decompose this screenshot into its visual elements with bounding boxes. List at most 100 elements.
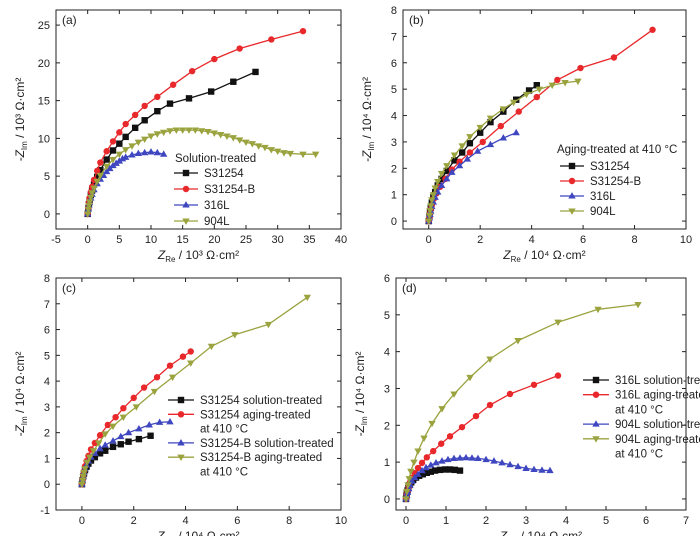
legend-label: at 410 °C [615, 449, 663, 461]
data-point [86, 454, 94, 461]
series-s31254 [425, 81, 540, 225]
data-point [548, 82, 556, 90]
x-tick-label: 3 [523, 515, 529, 527]
data-point [538, 466, 546, 473]
data-point [93, 178, 101, 186]
data-point [280, 150, 288, 157]
data-point [84, 206, 92, 214]
data-point [207, 343, 216, 351]
data-point [311, 151, 320, 159]
x-tick-label: 25 [240, 234, 252, 246]
data-point [96, 172, 105, 180]
data-point [191, 127, 200, 134]
data-point [610, 54, 618, 61]
data-point [530, 381, 538, 388]
data-point [103, 156, 110, 163]
data-point [252, 68, 259, 76]
legend-marker [177, 396, 185, 404]
x-axis-label: ZRe / 10⁴ Ω·cm² [499, 529, 582, 536]
y-tick-label: 25 [38, 20, 50, 32]
y-tick-label: 4 [391, 111, 397, 123]
data-point [434, 178, 442, 186]
data-point [486, 401, 494, 409]
data-point [112, 414, 119, 421]
data-point [115, 151, 124, 159]
legend-label: 904L aging-treated [615, 434, 700, 446]
data-point [155, 418, 164, 425]
legend-label: S31254 [590, 161, 630, 173]
data-point [109, 437, 117, 444]
data-point [479, 138, 486, 146]
x-axis-label: ZRe / 10⁴ Ω·cm² [156, 529, 239, 536]
data-point [153, 374, 161, 381]
y-tick-label: 2 [391, 163, 397, 175]
data-point [535, 86, 544, 93]
legend-marker [177, 454, 185, 462]
data-point [506, 460, 514, 468]
data-point [141, 117, 148, 124]
y-tick-label: 0 [44, 479, 50, 491]
x-tick-label: 10 [680, 234, 692, 246]
data-point [438, 457, 446, 464]
data-point [159, 129, 168, 137]
data-point [223, 133, 231, 140]
data-point [166, 128, 174, 135]
x-tick-label: 0 [79, 515, 85, 527]
x-tick-label: 20 [208, 234, 220, 246]
data-point [455, 161, 464, 169]
data-point [102, 163, 111, 171]
data-point [402, 496, 410, 503]
data-point [404, 482, 412, 489]
panel-annotation: Aging-treated at 410 °C [557, 144, 677, 156]
series-904l-solution-treated [402, 453, 554, 502]
data-point [264, 321, 273, 329]
y-tick-label: 8 [44, 273, 50, 285]
data-point [135, 435, 143, 443]
data-point [437, 171, 446, 178]
legend-label: S31254 aging-treated [200, 409, 311, 421]
data-point [594, 306, 602, 314]
data-point [431, 185, 439, 192]
x-tick-label: 2 [483, 515, 489, 527]
data-point [96, 444, 104, 452]
data-point [150, 388, 159, 396]
data-point [147, 148, 155, 155]
data-point [514, 462, 522, 470]
x-tick-label: 8 [631, 234, 637, 246]
data-point [78, 481, 86, 489]
data-point [418, 459, 426, 467]
legend: 316L solution-treated 316L aging-treated a… [583, 375, 700, 461]
data-point [236, 45, 243, 52]
data-point [109, 423, 117, 431]
data-point [403, 489, 411, 496]
x-tick-label: 40 [335, 234, 347, 246]
data-point [121, 153, 130, 160]
data-point [530, 465, 538, 473]
y-tick-label: 10 [38, 133, 50, 145]
data-point [522, 91, 531, 99]
x-tick-label: 30 [272, 234, 284, 246]
x-tick-label: 5 [603, 515, 609, 527]
data-point [230, 78, 237, 85]
data-point [153, 148, 162, 156]
data-point [444, 455, 452, 463]
data-point [117, 441, 124, 448]
legend-label: S31254-B [204, 184, 255, 196]
data-point [169, 81, 177, 88]
data-point [109, 138, 117, 145]
data-point [422, 463, 430, 471]
y-tick-label: 1 [384, 457, 390, 469]
plot-frame [55, 9, 342, 230]
y-tick-label: 0 [391, 216, 397, 228]
data-point [159, 150, 168, 157]
data-point [490, 457, 498, 464]
data-point [121, 147, 130, 154]
data-point [112, 159, 120, 166]
data-point [514, 338, 522, 345]
data-point [522, 464, 530, 471]
data-point [154, 93, 161, 101]
data-point [242, 139, 250, 146]
data-point [102, 447, 109, 454]
data-point [147, 432, 154, 439]
legend-label: 316L [590, 191, 616, 203]
